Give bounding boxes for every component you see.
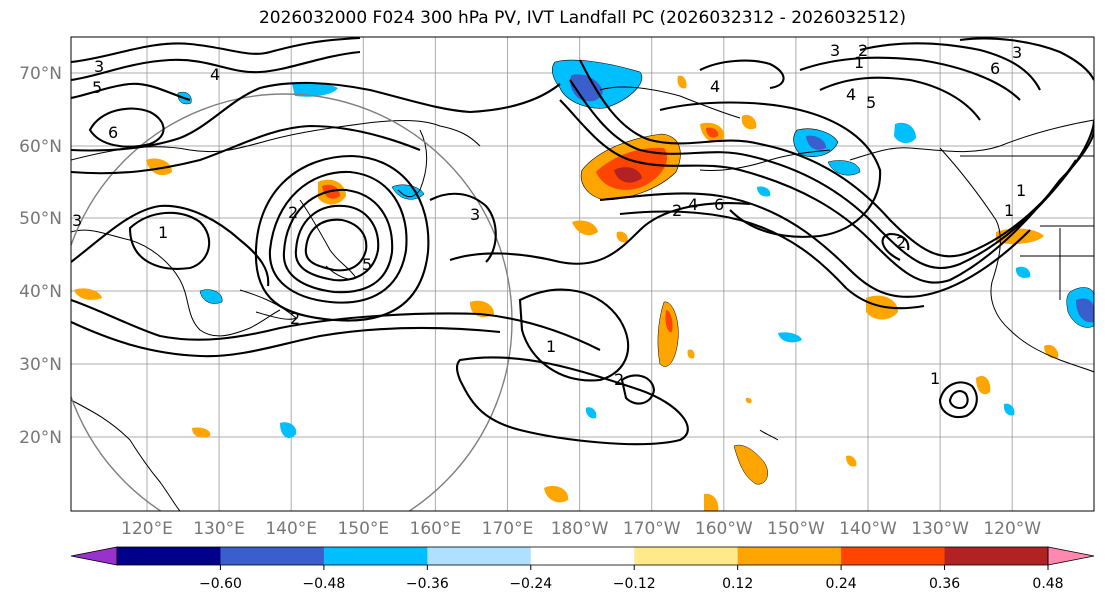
colorbar-extend-low (70, 546, 118, 566)
svg-text:6: 6 (714, 195, 724, 214)
colorbar-segment (323, 547, 428, 565)
contour-label-layer: 3 4 5 6 1 2 3 2 1 3 2 4 5 6 1 2 1 3 2 4 … (72, 41, 1026, 389)
lon-label: 150°E (337, 519, 389, 539)
colorbar-segment (841, 547, 946, 565)
lat-label: 20°N (19, 428, 62, 448)
svg-text:2: 2 (290, 309, 300, 328)
lon-label: 130°W (911, 519, 969, 539)
svg-text:1: 1 (546, 337, 556, 356)
contour-lines (71, 37, 1094, 446)
svg-text:4: 4 (688, 195, 698, 214)
lon-label: 140°E (265, 519, 317, 539)
lon-label: 160°W (695, 519, 753, 539)
lon-label: 120°W (983, 519, 1041, 539)
svg-text:1: 1 (158, 223, 168, 242)
svg-text:6: 6 (108, 123, 118, 142)
map-border (70, 36, 1095, 512)
lat-label: 50°N (19, 209, 62, 229)
svg-text:2: 2 (858, 41, 868, 60)
svg-text:3: 3 (830, 41, 840, 60)
svg-text:2: 2 (614, 370, 624, 389)
colorbar-segment (117, 547, 221, 565)
radius-circle (71, 93, 513, 511)
coastlines (71, 86, 1094, 511)
svg-text:1: 1 (1004, 201, 1014, 220)
svg-text:2: 2 (288, 203, 298, 222)
shading-layer (74, 59, 1094, 511)
svg-text:6: 6 (990, 59, 1000, 78)
lat-label: 70°N (19, 64, 62, 84)
colorbar-segment (634, 547, 739, 565)
map-background (71, 37, 1094, 511)
svg-text:1: 1 (1016, 181, 1026, 200)
svg-text:1: 1 (930, 369, 940, 388)
svg-text:2: 2 (672, 201, 682, 220)
lat-label: 60°N (19, 137, 62, 157)
lat-label: 40°N (19, 282, 62, 302)
colorbar: −0.60 −0.48 −0.36 −0.24 −0.12 0.12 0.24 0.36 0.4… (70, 546, 1095, 592)
colorbar-segment (530, 547, 635, 565)
colorbar-tick-label: 0.12 (722, 576, 753, 592)
colorbar-tick-label: 0.24 (826, 576, 857, 592)
svg-text:3: 3 (1012, 43, 1022, 62)
colorbar-outline (116, 546, 1049, 566)
colorbar-segment (220, 547, 325, 565)
svg-text:3: 3 (470, 205, 480, 224)
lon-label: 170°W (623, 519, 681, 539)
colorbar-tick-label: 0.48 (1032, 576, 1063, 592)
latitude-labels: 70°N 60°N 50°N 40°N 30°N 20°N (19, 64, 62, 448)
colorbar-segment (737, 547, 842, 565)
colorbar-segment (944, 547, 1049, 565)
svg-text:5: 5 (92, 78, 102, 97)
lon-label: 180°W (551, 519, 609, 539)
map-title: 2026032000 F024 300 hPa PV, IVT Landfall… (258, 8, 906, 28)
svg-text:5: 5 (362, 255, 372, 274)
colorbar-tick-label: −0.60 (199, 576, 242, 592)
negative-anomaly-core (570, 74, 603, 102)
lon-label: 150°W (767, 519, 825, 539)
lon-label: 130°E (193, 519, 245, 539)
colorbar-segment (427, 547, 532, 565)
colorbar-tick-label: −0.24 (509, 576, 552, 592)
colorbar-tick-label: −0.12 (613, 576, 656, 592)
lon-label: 140°W (839, 519, 897, 539)
svg-text:5: 5 (866, 93, 876, 112)
lon-label: 120°E (121, 519, 173, 539)
svg-text:2: 2 (896, 233, 906, 252)
lat-label: 30°N (19, 355, 62, 375)
svg-text:4: 4 (846, 85, 856, 104)
colorbar-extend-high (1047, 546, 1095, 566)
lon-label: 170°E (482, 519, 534, 539)
svg-text:3: 3 (72, 211, 82, 230)
svg-text:3: 3 (94, 57, 104, 76)
svg-text:1: 1 (854, 53, 864, 72)
colorbar-tick-label: 0.36 (929, 576, 960, 592)
svg-text:4: 4 (710, 77, 720, 96)
lon-label: 160°E (410, 519, 462, 539)
colorbar-tick-label: −0.36 (406, 576, 449, 592)
longitude-labels: 120°E 130°E 140°E 150°E 160°E 170°E 180°W 170°W… (121, 519, 1041, 539)
colorbar-tick-label: −0.48 (302, 576, 345, 592)
svg-text:4: 4 (210, 65, 220, 84)
